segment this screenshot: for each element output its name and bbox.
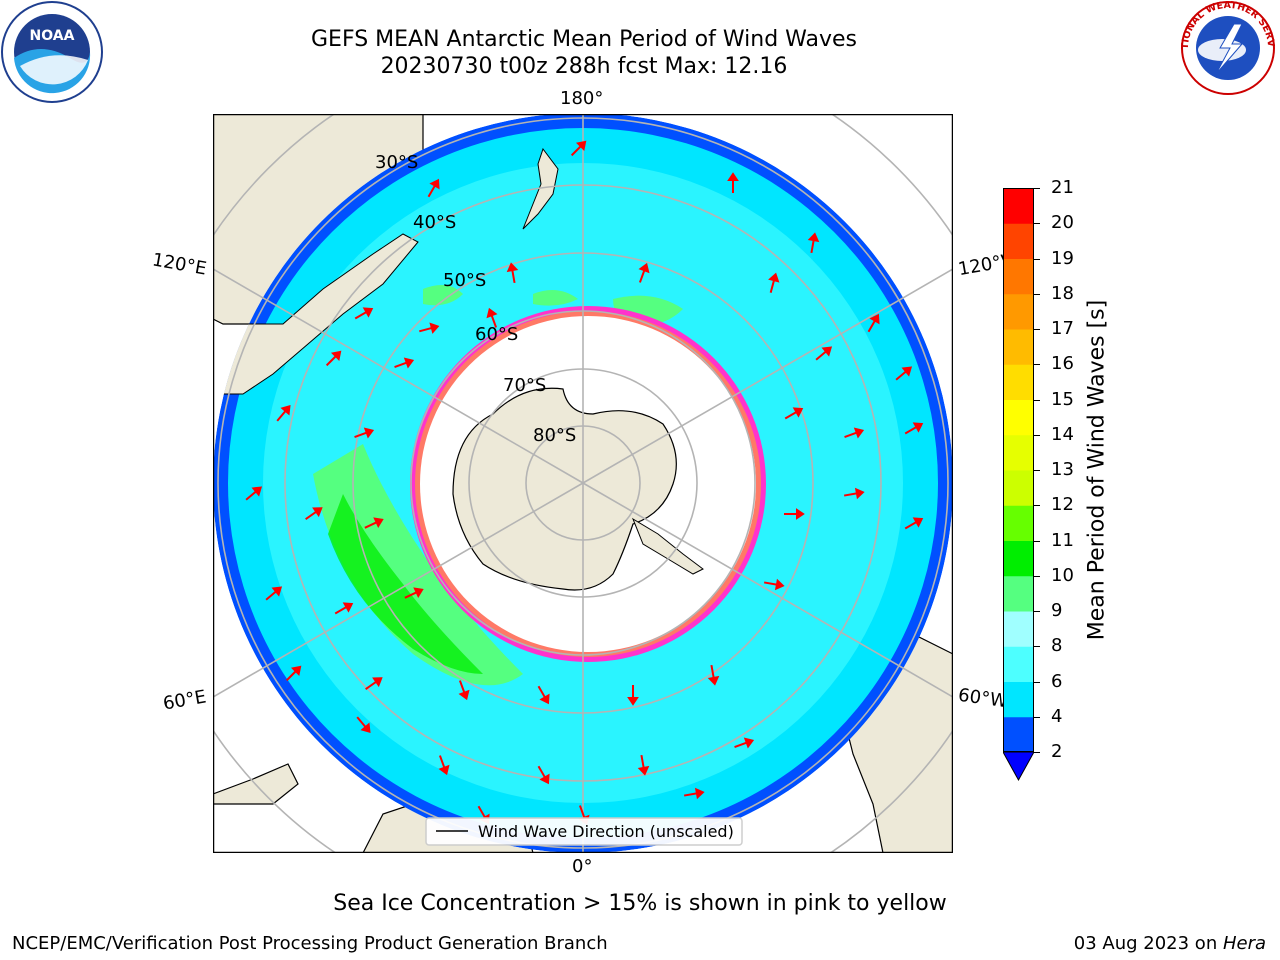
colorbar bbox=[1003, 188, 1034, 782]
lat-label-60s: 60°S bbox=[475, 324, 518, 345]
colorbar-under-triangle bbox=[1003, 751, 1034, 782]
colorbar-segment bbox=[1003, 575, 1034, 612]
colorbar-tick-label: 19 bbox=[1051, 247, 1074, 269]
lat-label-50s: 50°S bbox=[443, 270, 486, 291]
colorbar-tick-mark bbox=[1034, 505, 1040, 507]
colorbar-tick-mark bbox=[1034, 611, 1040, 612]
lat-label-80s: 80°S bbox=[533, 425, 576, 446]
lat-label-40s: 40°S bbox=[413, 212, 456, 233]
wind-direction-arrows bbox=[245, 140, 924, 826]
colorbar-tick-label: 17 bbox=[1051, 318, 1074, 339]
colorbar-segment bbox=[1003, 505, 1034, 541]
colorbar-tick-label: 21 bbox=[1051, 177, 1074, 198]
colorbar-tick-mark bbox=[1034, 188, 1040, 189]
colorbar-tick-mark bbox=[1034, 434, 1040, 436]
colorbar-segment bbox=[1003, 681, 1034, 718]
colorbar-segment bbox=[1003, 470, 1034, 506]
colorbar-tick-mark bbox=[1034, 399, 1040, 401]
colorbar-tick-mark bbox=[1034, 646, 1040, 648]
legend-label: Wind Wave Direction (unscaled) bbox=[478, 822, 734, 841]
lon-label-0: 0° bbox=[572, 856, 593, 877]
colorbar-tick-mark bbox=[1034, 575, 1040, 577]
colorbar-tick-mark bbox=[1034, 716, 1040, 718]
colorbar-tick-mark bbox=[1034, 752, 1040, 753]
colorbar-tick-mark bbox=[1034, 258, 1040, 260]
colorbar-segment bbox=[1003, 329, 1034, 365]
colorbar-segment bbox=[1003, 434, 1034, 471]
colorbar-tick-mark bbox=[1034, 293, 1040, 295]
sea-ice-caption: Sea Ice Concentration > 15% is shown in … bbox=[333, 891, 947, 916]
colorbar-segment bbox=[1003, 716, 1034, 753]
latitude-labels: 30°S 40°S 50°S 60°S 70°S 80°S bbox=[375, 152, 576, 446]
colorbar-segment bbox=[1003, 258, 1034, 295]
chart-title: GEFS MEAN Antarctic Mean Period of Wind … bbox=[311, 27, 857, 52]
colorbar-tick-label: 6 bbox=[1051, 670, 1063, 692]
colorbar-tick-mark bbox=[1034, 681, 1040, 683]
colorbar-tick-label: 20 bbox=[1051, 212, 1074, 234]
colorbar-tick-label: 8 bbox=[1051, 635, 1063, 657]
colorbar-segment bbox=[1003, 364, 1034, 400]
chart-subtitle: 20230730 t00z 288h fcst Max: 12.16 bbox=[380, 54, 788, 79]
footer-host: Hera bbox=[1222, 933, 1266, 954]
svg-text:NOAA: NOAA bbox=[30, 28, 75, 44]
colorbar-tick-mark bbox=[1034, 540, 1040, 542]
lat-label-30s: 30°S bbox=[375, 152, 418, 173]
lon-label-60w: 60°W bbox=[956, 684, 1009, 713]
colorbar-segment bbox=[1003, 540, 1034, 577]
lon-label-180: 180° bbox=[560, 88, 604, 109]
colorbar-segment bbox=[1003, 646, 1034, 682]
colorbar-segment bbox=[1003, 611, 1034, 647]
colorbar-tick-mark bbox=[1034, 329, 1040, 330]
colorbar-segment bbox=[1003, 223, 1034, 259]
colorbar-tick-label: 11 bbox=[1051, 529, 1074, 551]
nws-logo: NATIONAL WEATHER SERVICE bbox=[1176, 0, 1276, 95]
colorbar-tick-label: 10 bbox=[1051, 564, 1074, 586]
colorbar-tick-label: 15 bbox=[1051, 388, 1074, 410]
colorbar-tick-label: 12 bbox=[1051, 494, 1074, 516]
colorbar-tick-mark bbox=[1034, 223, 1040, 225]
colorbar-tick-label: 4 bbox=[1051, 705, 1063, 727]
map-legend: Wind Wave Direction (unscaled) bbox=[425, 817, 743, 846]
footer-branch: NCEP/EMC/Verification Post Processing Pr… bbox=[12, 933, 608, 954]
colorbar-tick-mark bbox=[1034, 364, 1040, 366]
lon-label-60e: 60°E bbox=[161, 686, 208, 715]
lon-label-120e: 120°E bbox=[150, 249, 209, 280]
colorbar-tick-label: 18 bbox=[1051, 282, 1074, 304]
footer-date: 03 Aug 2023 on Hera bbox=[1073, 933, 1266, 954]
colorbar-tick-label: 9 bbox=[1051, 600, 1063, 621]
noaa-logo: NOAA bbox=[1, 1, 103, 103]
colorbar-segment bbox=[1003, 399, 1034, 436]
colorbar-segment bbox=[1003, 188, 1034, 224]
colorbar-label: Mean Period of Wind Waves [s] bbox=[1084, 299, 1110, 641]
colorbar-tick-label: 16 bbox=[1051, 353, 1074, 375]
lat-label-70s: 70°S bbox=[503, 375, 546, 396]
colorbar-tick-label: 14 bbox=[1051, 423, 1074, 445]
colorbar-tick-mark bbox=[1034, 470, 1040, 471]
polar-map: 30°S 40°S 50°S 60°S 70°S 80°S Wind Wave … bbox=[213, 114, 953, 853]
graticule bbox=[213, 114, 953, 853]
colorbar-tick-label: 13 bbox=[1051, 459, 1074, 480]
colorbar-tick-label: 2 bbox=[1051, 741, 1063, 762]
colorbar-segment bbox=[1003, 293, 1034, 330]
